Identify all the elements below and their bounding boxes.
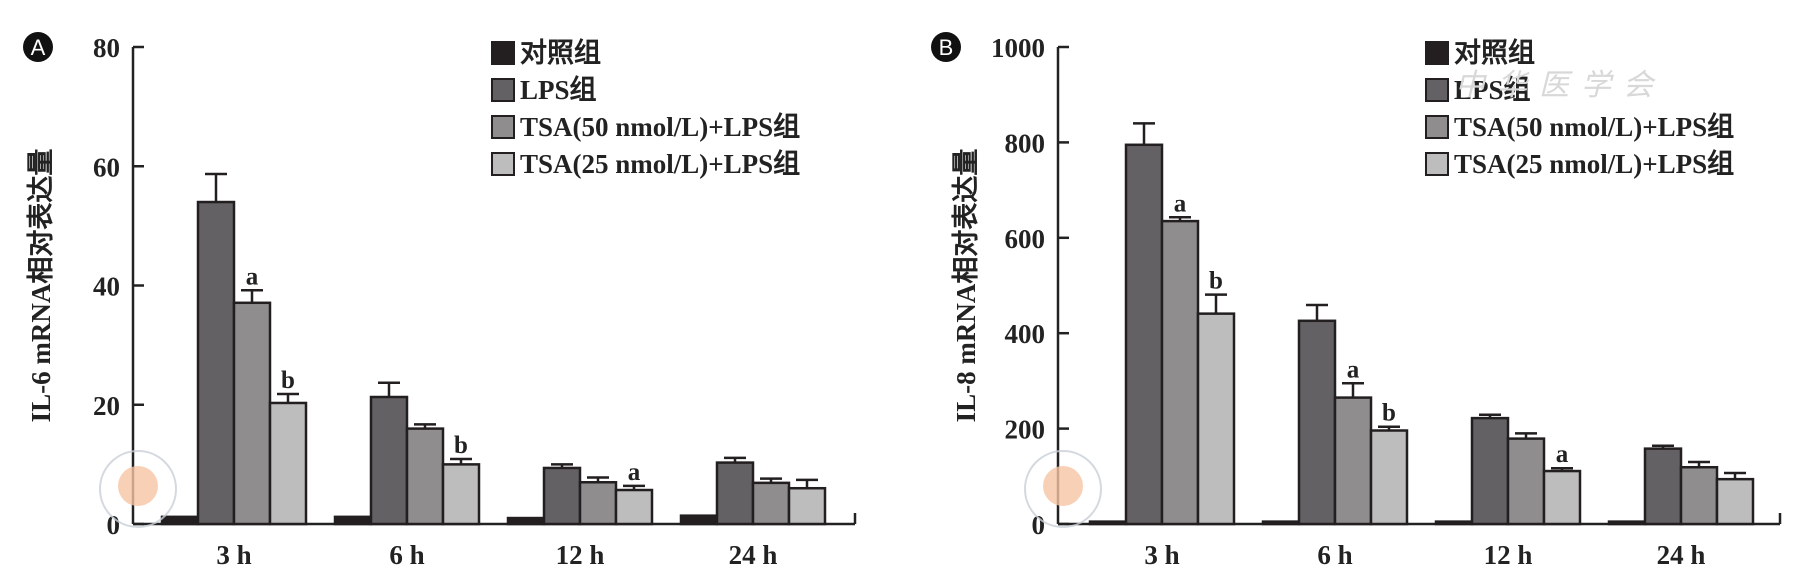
bar bbox=[1434, 520, 1474, 526]
legend-label: LPS组 bbox=[1454, 74, 1531, 105]
x-tick-label: 24 h bbox=[729, 540, 778, 570]
bar bbox=[1607, 520, 1647, 526]
watermark-text: 中华医学会 bbox=[1455, 68, 1665, 103]
significance-marker: a bbox=[628, 459, 641, 486]
y-axis-title: IL-8 mRNA相对表达量 bbox=[951, 149, 981, 423]
bar bbox=[333, 515, 373, 526]
y-axis-title: IL-6 mRNA相对表达量 bbox=[26, 149, 56, 423]
association-seal-map-icon bbox=[1043, 466, 1083, 506]
association-seal-icon bbox=[99, 450, 177, 528]
legend-label: 对照组 bbox=[520, 37, 601, 68]
significance-marker: a bbox=[1347, 356, 1360, 383]
y-tick-label: 80 bbox=[93, 33, 120, 63]
y-tick-label: 800 bbox=[1005, 128, 1046, 158]
panel-b: B IL-8 mRNA相对表达量 0 200 400 600 800 1000 3 h 6 h 12… bbox=[931, 32, 1782, 570]
panel-a: A IL-6 mRNA相对表达量 0 20 40 60 80 3 h 6 h 12 h 24 h a b… bbox=[23, 32, 857, 570]
x-tick-label: 6 h bbox=[1317, 540, 1352, 570]
bar bbox=[1160, 219, 1200, 526]
bar bbox=[1542, 469, 1582, 526]
significance-marker: b bbox=[281, 367, 295, 394]
bar bbox=[1333, 396, 1373, 526]
association-seal-icon bbox=[1024, 450, 1102, 528]
y-tick-label: 60 bbox=[93, 152, 120, 182]
legend-label: LPS组 bbox=[520, 74, 597, 105]
x-tick-label: 6 h bbox=[389, 540, 424, 570]
panel-letter-badge bbox=[23, 32, 53, 62]
y-tick-label: 200 bbox=[1005, 415, 1046, 445]
legend-swatch bbox=[1425, 41, 1449, 65]
bar bbox=[1196, 312, 1236, 526]
x-tick-label: 3 h bbox=[1144, 540, 1179, 570]
significance-marker: b bbox=[1382, 400, 1396, 427]
legend-label: TSA(50 nmol/L)+LPS组 bbox=[1454, 111, 1734, 142]
y-tick-label: 0 bbox=[107, 510, 121, 540]
bar bbox=[1643, 447, 1683, 526]
x-tick-label: 12 h bbox=[556, 540, 605, 570]
bar bbox=[160, 515, 200, 526]
x-tick-label: 3 h bbox=[216, 540, 251, 570]
significance-marker: b bbox=[454, 432, 468, 459]
bar bbox=[506, 516, 546, 526]
bar bbox=[232, 301, 272, 526]
bar bbox=[441, 463, 481, 526]
bar bbox=[1297, 319, 1337, 526]
bar bbox=[1679, 465, 1719, 526]
bar bbox=[1369, 429, 1409, 526]
x-tick-label: 12 h bbox=[1484, 540, 1533, 570]
legend-swatch bbox=[491, 78, 515, 102]
bar bbox=[578, 481, 618, 526]
bar bbox=[268, 401, 308, 526]
bar bbox=[1088, 520, 1128, 526]
significance-marker: a bbox=[1556, 441, 1569, 468]
bar bbox=[679, 514, 719, 526]
y-tick-label: 600 bbox=[1005, 224, 1046, 254]
association-seal-map-icon bbox=[118, 466, 158, 506]
y-tick-label: 400 bbox=[1005, 319, 1046, 349]
bar bbox=[787, 486, 827, 526]
significance-marker: a bbox=[1174, 190, 1187, 217]
legend-label: TSA(25 nmol/L)+LPS组 bbox=[1454, 148, 1734, 179]
y-tick-label: 0 bbox=[1032, 510, 1046, 540]
bar bbox=[1506, 437, 1546, 526]
legend-swatch bbox=[491, 152, 515, 176]
bar bbox=[715, 461, 755, 526]
legend-swatch bbox=[491, 115, 515, 139]
legend-label: 对照组 bbox=[1454, 37, 1535, 68]
legend-swatch bbox=[1425, 152, 1449, 176]
bar bbox=[1261, 520, 1301, 526]
x-tick-label: 24 h bbox=[1657, 540, 1706, 570]
bar bbox=[1124, 143, 1164, 526]
bar bbox=[369, 395, 409, 526]
bar bbox=[614, 488, 654, 526]
legend-label: TSA(25 nmol/L)+LPS组 bbox=[520, 148, 800, 179]
significance-marker: b bbox=[1209, 268, 1223, 295]
legend-swatch bbox=[1425, 78, 1449, 102]
bar bbox=[542, 466, 582, 526]
legend-swatch bbox=[1425, 115, 1449, 139]
bar bbox=[1715, 477, 1755, 526]
legend-label: TSA(50 nmol/L)+LPS组 bbox=[520, 111, 800, 142]
panel-letter: A bbox=[31, 35, 46, 60]
y-tick-label: 1000 bbox=[991, 33, 1045, 63]
panel-letter-badge bbox=[931, 32, 961, 62]
bar bbox=[751, 481, 791, 526]
panel-letter: B bbox=[939, 35, 954, 60]
bar bbox=[1470, 416, 1510, 526]
legend-swatch bbox=[491, 41, 515, 65]
bar bbox=[196, 200, 236, 526]
significance-marker: a bbox=[246, 263, 259, 290]
y-tick-label: 20 bbox=[93, 391, 120, 421]
bar bbox=[405, 427, 445, 526]
y-tick-label: 40 bbox=[93, 272, 120, 302]
